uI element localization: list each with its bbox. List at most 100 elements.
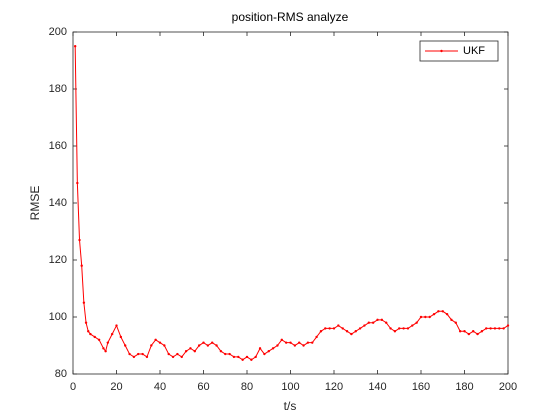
data-point bbox=[271, 347, 275, 350]
data-point bbox=[454, 321, 457, 324]
data-point bbox=[119, 335, 123, 339]
data-point bbox=[124, 344, 127, 347]
data-point bbox=[219, 350, 223, 353]
x-tick-label: 140 bbox=[368, 381, 386, 393]
data-point bbox=[319, 330, 323, 333]
data-point bbox=[371, 321, 375, 324]
x-tick-label: 60 bbox=[197, 381, 209, 393]
chart-title: position-RMS analyze bbox=[232, 10, 349, 24]
data-point bbox=[437, 310, 440, 313]
data-point bbox=[215, 344, 218, 347]
data-point bbox=[280, 338, 283, 341]
data-point bbox=[189, 347, 192, 350]
data-point bbox=[424, 315, 427, 319]
x-tick-label: 200 bbox=[499, 381, 517, 393]
data-point bbox=[311, 341, 314, 344]
data-point bbox=[445, 312, 449, 316]
y-tick-label: 140 bbox=[49, 197, 67, 209]
data-point bbox=[89, 332, 92, 336]
legend-box bbox=[419, 40, 499, 62]
data-point bbox=[84, 321, 88, 324]
x-tick-label: 80 bbox=[241, 381, 253, 393]
x-tick-label: 20 bbox=[110, 381, 122, 393]
data-point bbox=[206, 344, 210, 347]
x-tick-label: 40 bbox=[154, 381, 166, 393]
data-point bbox=[493, 327, 497, 330]
data-point bbox=[132, 355, 136, 359]
data-point bbox=[110, 332, 114, 336]
data-point bbox=[506, 324, 510, 327]
x-tick-label: 160 bbox=[412, 381, 430, 393]
data-point bbox=[145, 355, 149, 359]
y-tick-label: 180 bbox=[49, 83, 67, 95]
data-point bbox=[467, 332, 471, 336]
data-point bbox=[284, 341, 288, 344]
data-point bbox=[363, 324, 366, 327]
x-tick-label: 100 bbox=[281, 381, 299, 393]
data-point bbox=[306, 341, 310, 344]
data-point bbox=[298, 341, 301, 344]
data-point bbox=[385, 321, 388, 324]
data-point bbox=[180, 355, 183, 359]
data-point bbox=[472, 330, 475, 333]
data-point bbox=[393, 330, 397, 333]
data-point bbox=[345, 330, 349, 333]
data-point bbox=[502, 327, 505, 330]
data-point bbox=[115, 324, 118, 327]
data-point bbox=[498, 327, 501, 330]
legend-marker bbox=[440, 49, 443, 53]
data-point bbox=[267, 350, 270, 353]
plot-area bbox=[72, 31, 509, 375]
data-point bbox=[245, 355, 249, 359]
data-point bbox=[254, 355, 257, 359]
data-point bbox=[380, 318, 384, 322]
y-tick-label: 160 bbox=[49, 140, 67, 152]
data-point bbox=[276, 344, 279, 347]
data-point bbox=[167, 352, 170, 356]
data-point bbox=[350, 332, 353, 336]
data-point bbox=[106, 341, 110, 344]
data-point bbox=[150, 344, 153, 347]
data-point bbox=[73, 45, 77, 48]
data-point bbox=[406, 327, 410, 330]
data-point bbox=[367, 321, 370, 324]
x-tick-label: 120 bbox=[325, 381, 343, 393]
data-point bbox=[289, 341, 292, 344]
data-point bbox=[211, 341, 214, 344]
data-point bbox=[97, 338, 101, 341]
data-point bbox=[263, 352, 266, 356]
data-point bbox=[398, 327, 401, 330]
data-point bbox=[341, 327, 344, 330]
data-point bbox=[428, 315, 431, 319]
data-point bbox=[411, 324, 414, 327]
data-point bbox=[476, 332, 479, 336]
data-point bbox=[337, 324, 340, 327]
data-point bbox=[197, 344, 201, 347]
data-point bbox=[463, 330, 466, 333]
data-point bbox=[93, 335, 96, 339]
data-point bbox=[202, 341, 205, 344]
data-point bbox=[193, 350, 196, 353]
data-point bbox=[485, 327, 488, 330]
data-point bbox=[324, 327, 327, 330]
data-point bbox=[376, 318, 379, 322]
data-point bbox=[415, 321, 418, 324]
data-point bbox=[293, 344, 297, 347]
data-point bbox=[137, 352, 140, 356]
data-point bbox=[441, 310, 444, 313]
data-point bbox=[419, 315, 423, 319]
legend-label: UKF bbox=[463, 45, 485, 57]
data-point bbox=[258, 347, 262, 350]
data-point bbox=[87, 330, 90, 333]
data-point bbox=[358, 327, 362, 330]
x-axis-label: t/s bbox=[284, 399, 297, 413]
data-point bbox=[128, 352, 131, 356]
data-point bbox=[315, 335, 318, 339]
y-tick-label: 120 bbox=[49, 254, 67, 266]
x-tick-label: 0 bbox=[70, 381, 76, 393]
data-point bbox=[480, 330, 484, 333]
data-point bbox=[102, 347, 105, 350]
data-point bbox=[80, 264, 83, 267]
data-point bbox=[104, 350, 107, 353]
